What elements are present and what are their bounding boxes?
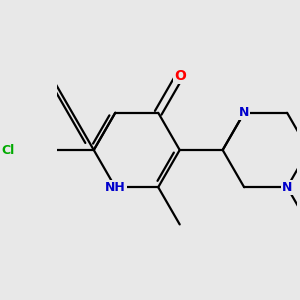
Text: N: N (239, 106, 249, 119)
Text: N: N (282, 181, 292, 194)
Text: Cl: Cl (1, 143, 14, 157)
Text: O: O (174, 69, 186, 82)
Text: NH: NH (105, 181, 126, 194)
